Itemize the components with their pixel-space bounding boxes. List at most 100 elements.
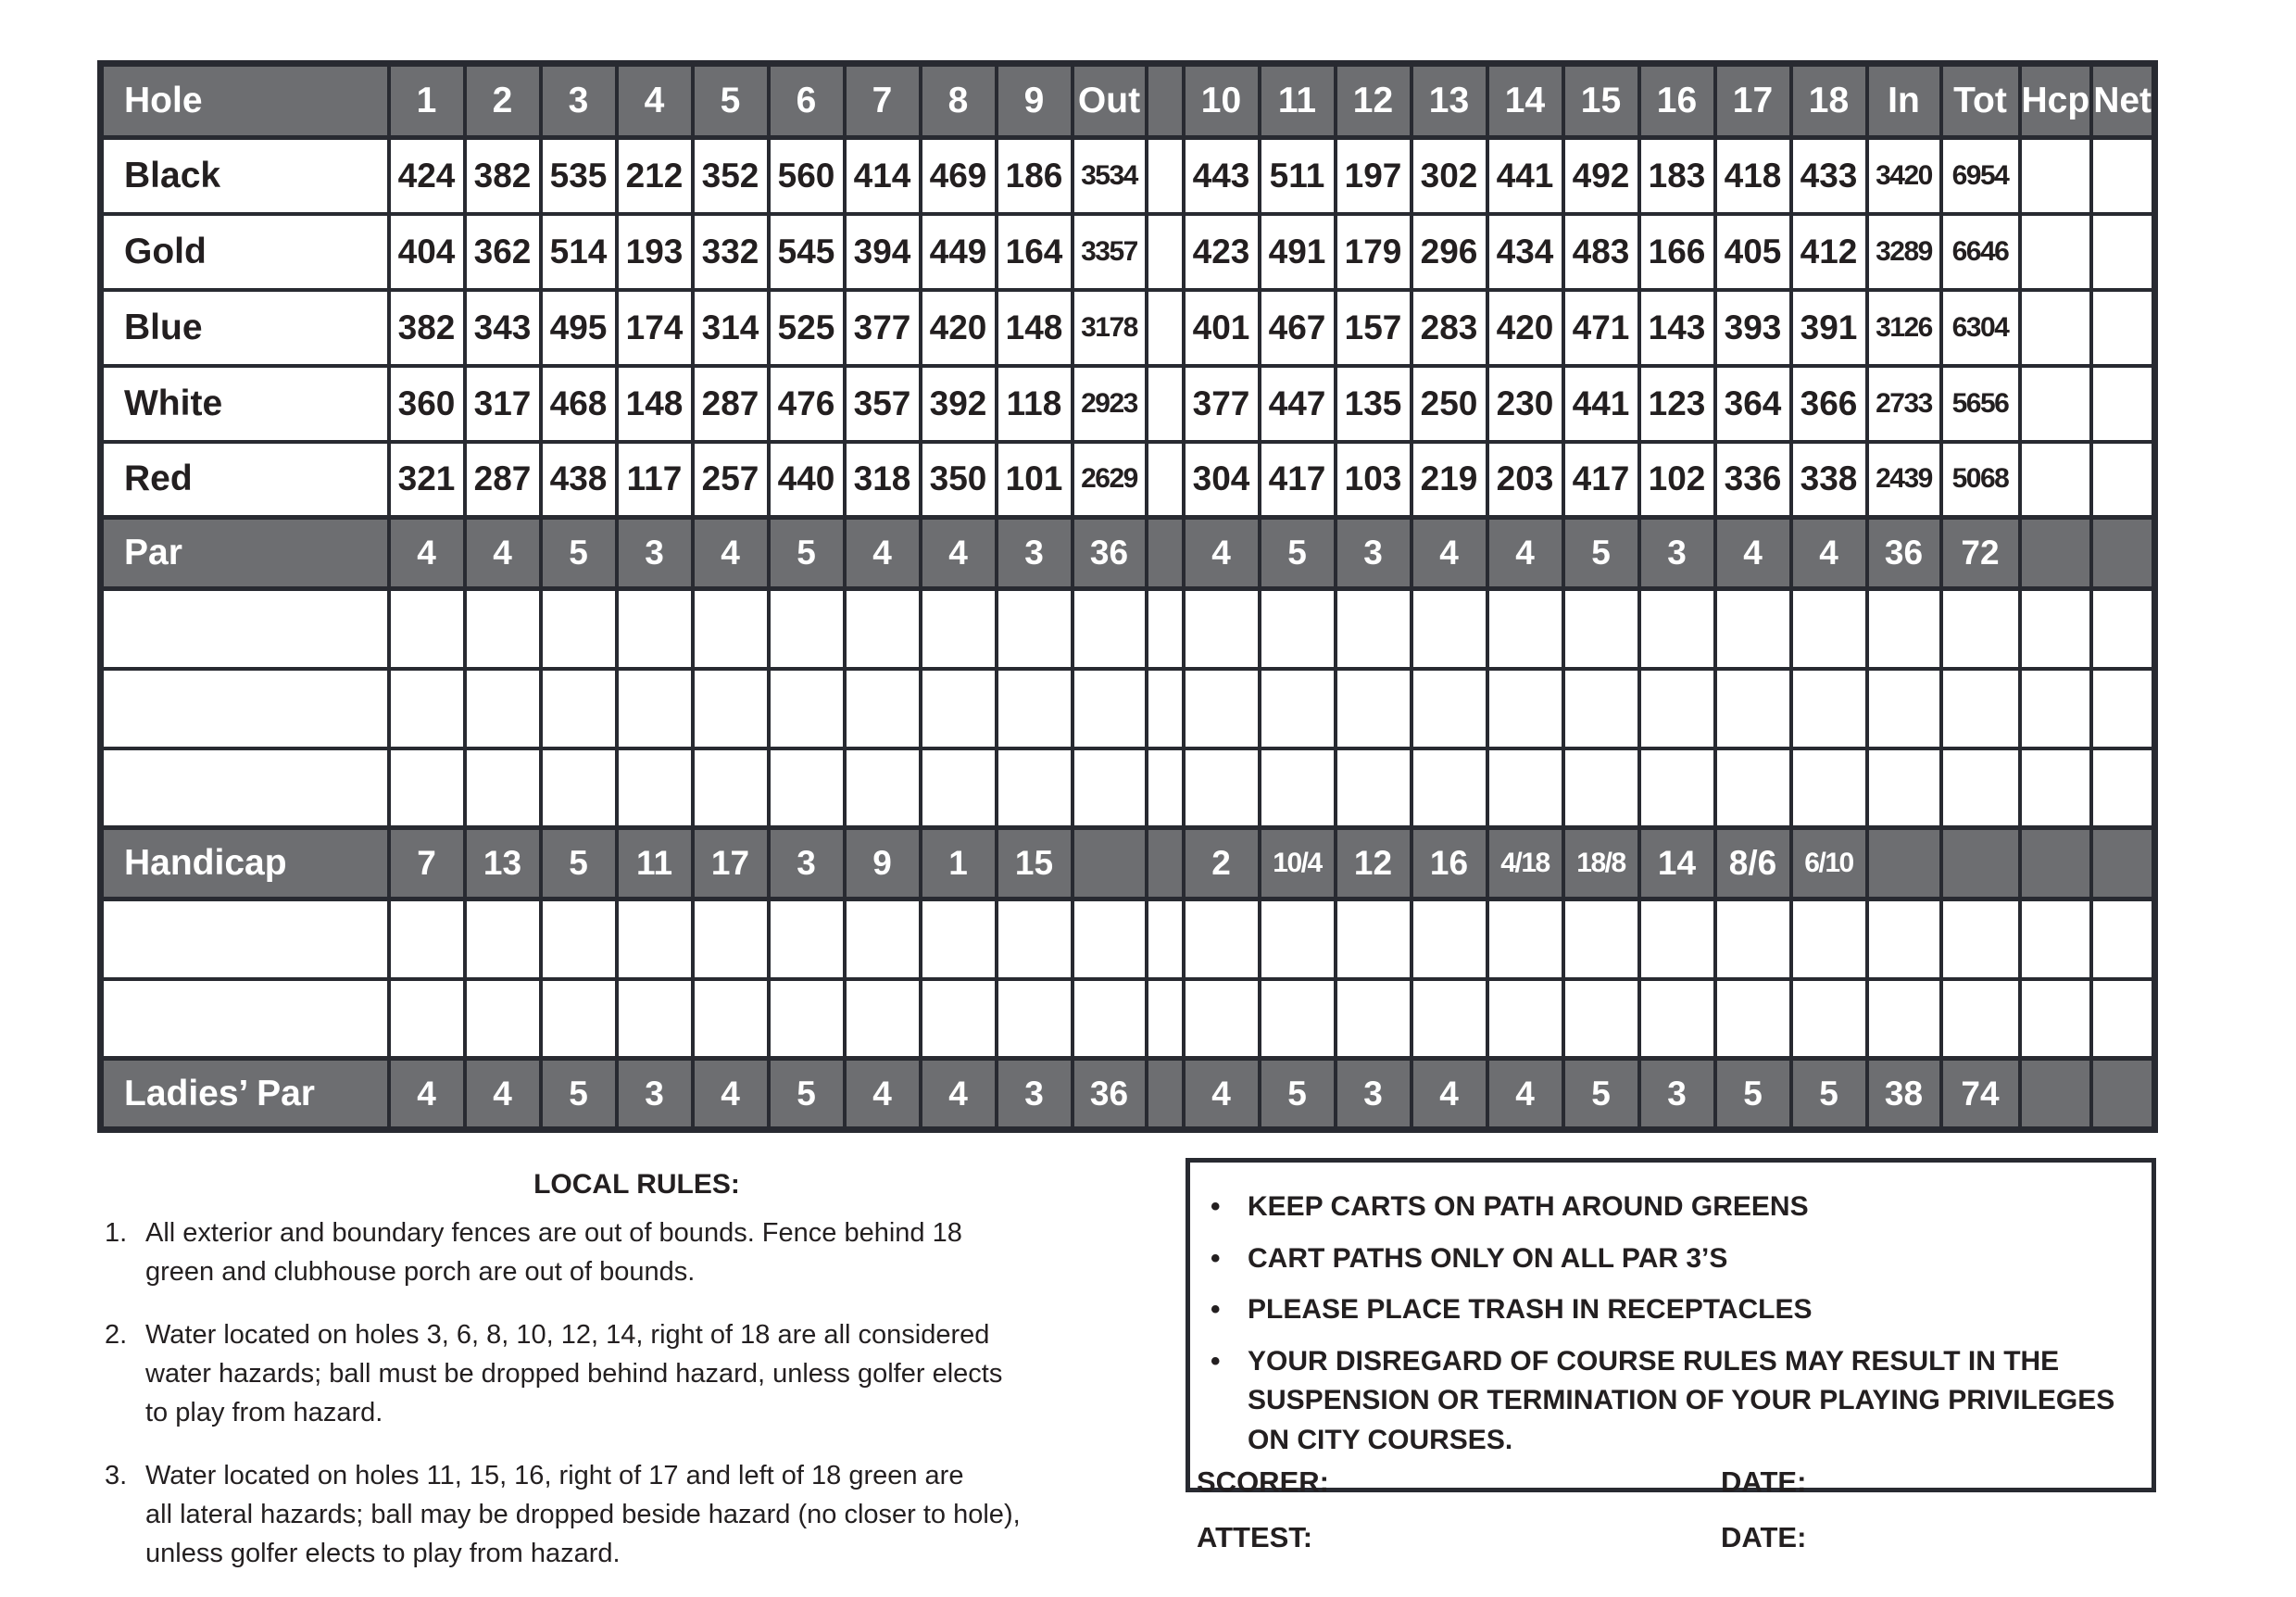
score-cell: 157 <box>1333 287 1413 368</box>
score-cell: 3 <box>994 515 1074 591</box>
score-cell: 491 <box>1257 211 1337 292</box>
course-rule-item: • PLEASE PLACE TRASH IN RECEPTACLES <box>1211 1290 2129 1330</box>
score-cell <box>918 586 998 671</box>
score-cell: 434 <box>1485 211 1565 292</box>
score-cell: 5 <box>538 825 619 901</box>
score-cell: 412 <box>1788 211 1869 292</box>
score-cell: 514 <box>538 211 619 292</box>
score-cell <box>2017 287 2094 368</box>
score-cell: 4 <box>462 515 543 591</box>
score-cell: 343 <box>462 287 543 368</box>
score-cell <box>2089 897 2157 981</box>
score-cell: 18/8 <box>1561 825 1641 901</box>
score-cell: 148 <box>614 363 695 444</box>
score-cell <box>2089 135 2157 216</box>
score-cell: 5 <box>1257 1056 1337 1132</box>
score-cell <box>2017 976 2094 1061</box>
score-cell: 179 <box>1333 211 1413 292</box>
score-cell: 11 <box>614 825 695 901</box>
score-cell <box>1333 897 1413 981</box>
score-cell: 360 <box>386 363 467 444</box>
score-cell <box>2089 666 2157 750</box>
row-label: Par <box>98 515 391 591</box>
score-cell <box>1181 586 1261 671</box>
score-cell <box>1713 976 1793 1061</box>
score-cell <box>1485 586 1565 671</box>
score-cell <box>1333 746 1413 830</box>
score-cell <box>842 586 922 671</box>
score-cell: 13 <box>462 825 543 901</box>
row-label <box>98 666 391 750</box>
column-header-cell: 18 <box>1788 61 1869 140</box>
score-cell: 471 <box>1561 287 1641 368</box>
attest-row: ATTEST: DATE: <box>1197 1521 2160 1577</box>
score-cell <box>538 897 619 981</box>
local-rule-item: 1. All exterior and boundary fences are o… <box>97 1213 1176 1291</box>
score-cell: 3357 <box>1070 211 1148 292</box>
score-cell <box>1409 897 1489 981</box>
score-cell: 438 <box>538 439 619 520</box>
row-label: Ladies’ Par <box>98 1056 391 1132</box>
column-header-cell: 3 <box>538 61 619 140</box>
score-cell: 449 <box>918 211 998 292</box>
score-cell: 72 <box>1938 515 2022 591</box>
rule-number: 3. <box>105 1461 128 1491</box>
score-cell <box>1409 666 1489 750</box>
score-cell <box>1257 976 1337 1061</box>
score-cell <box>1070 586 1148 671</box>
score-cell: 404 <box>386 211 467 292</box>
score-cell <box>1144 825 1186 901</box>
score-cell <box>2017 515 2094 591</box>
score-cell: 5 <box>1257 515 1337 591</box>
score-cell: 362 <box>462 211 543 292</box>
score-cell <box>386 897 467 981</box>
score-cell: 382 <box>386 287 467 368</box>
bullet-icon: • <box>1211 1191 1221 1222</box>
score-cell: 219 <box>1409 439 1489 520</box>
score-cell <box>1144 135 1186 216</box>
score-cell <box>1788 976 1869 1061</box>
score-cell: 3289 <box>1864 211 1943 292</box>
score-cell <box>1144 363 1186 444</box>
score-cell <box>1144 666 1186 750</box>
score-cell: 433 <box>1788 135 1869 216</box>
score-cell <box>1485 897 1565 981</box>
score-cell: 3 <box>1333 515 1413 591</box>
score-cell: 148 <box>994 287 1074 368</box>
table-row <box>98 976 2157 1061</box>
score-cell: 5 <box>766 515 847 591</box>
score-cell: 257 <box>690 439 771 520</box>
score-cell <box>462 746 543 830</box>
score-cell: 102 <box>1637 439 1717 520</box>
score-cell <box>1864 746 1943 830</box>
score-cell: 2 <box>1181 825 1261 901</box>
score-cell: 492 <box>1561 135 1641 216</box>
score-cell: 401 <box>1181 287 1261 368</box>
score-cell: 4 <box>1713 515 1793 591</box>
score-cell <box>2017 825 2094 901</box>
score-cell <box>614 976 695 1061</box>
score-cell <box>766 897 847 981</box>
column-header-cell: Hcp <box>2017 61 2094 140</box>
score-cell: 4 <box>918 1056 998 1132</box>
score-cell <box>1788 746 1869 830</box>
score-cell: 3 <box>766 825 847 901</box>
score-cell <box>1561 746 1641 830</box>
score-cell: 4/18 <box>1485 825 1565 901</box>
score-cell <box>918 746 998 830</box>
score-cell: 423 <box>1181 211 1261 292</box>
local-rule-item: 3. Water located on holes 11, 15, 16, rig… <box>97 1456 1176 1573</box>
column-header-cell: 7 <box>842 61 922 140</box>
column-header-cell: 10 <box>1181 61 1261 140</box>
score-cell <box>1485 666 1565 750</box>
score-cell <box>690 746 771 830</box>
local-rule-item: 2. Water located on holes 3, 6, 8, 10, 12… <box>97 1315 1176 1432</box>
score-cell <box>2089 976 2157 1061</box>
row-label <box>98 897 391 981</box>
score-cell: 424 <box>386 135 467 216</box>
score-cell <box>1070 897 1148 981</box>
score-cell <box>1144 287 1186 368</box>
row-label: Handicap <box>98 825 391 901</box>
score-cell <box>1864 666 1943 750</box>
row-label: Red <box>98 439 391 520</box>
